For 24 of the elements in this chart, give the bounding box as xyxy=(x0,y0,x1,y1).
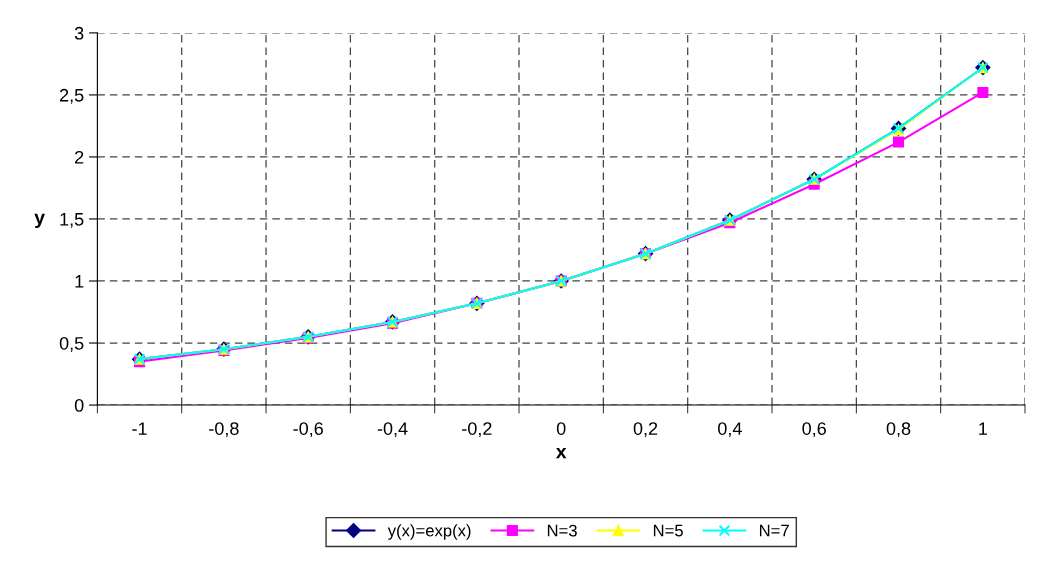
y-tick-label: 2 xyxy=(75,150,84,164)
y-axis-title: y xyxy=(34,213,45,229)
legend-label: N=5 xyxy=(653,524,683,537)
x-tick-label: 0 xyxy=(556,422,566,435)
y-tick-label: 2,5 xyxy=(59,88,84,104)
x-tick-label: -1 xyxy=(132,422,147,435)
y-tick-label: 1,5 xyxy=(60,213,84,228)
y-tick-label: 0 xyxy=(74,398,84,412)
x-tick-label: 0,6 xyxy=(802,422,826,438)
y-tick-label: 0,5 xyxy=(59,336,84,352)
y-tick-label: 3 xyxy=(74,26,84,40)
x-axis-title: x xyxy=(555,447,567,459)
x-tick-label: -0,4 xyxy=(377,422,408,438)
x-tick-label: 0,4 xyxy=(718,422,742,438)
x-tick-label: 0,2 xyxy=(633,422,658,438)
legend-label: N=7 xyxy=(759,524,789,537)
y-tick-label: 1 xyxy=(75,275,84,288)
x-tick-label: -0,8 xyxy=(209,422,239,438)
x-tick-label: 0,8 xyxy=(886,422,911,438)
x-tick-label: -0,6 xyxy=(293,422,323,438)
x-tick-label: -0,2 xyxy=(462,422,492,438)
legend-label: N=3 xyxy=(547,524,577,537)
legend-label: y(x)=exp(x) xyxy=(387,524,471,540)
x-tick-label: 1 xyxy=(979,422,987,435)
